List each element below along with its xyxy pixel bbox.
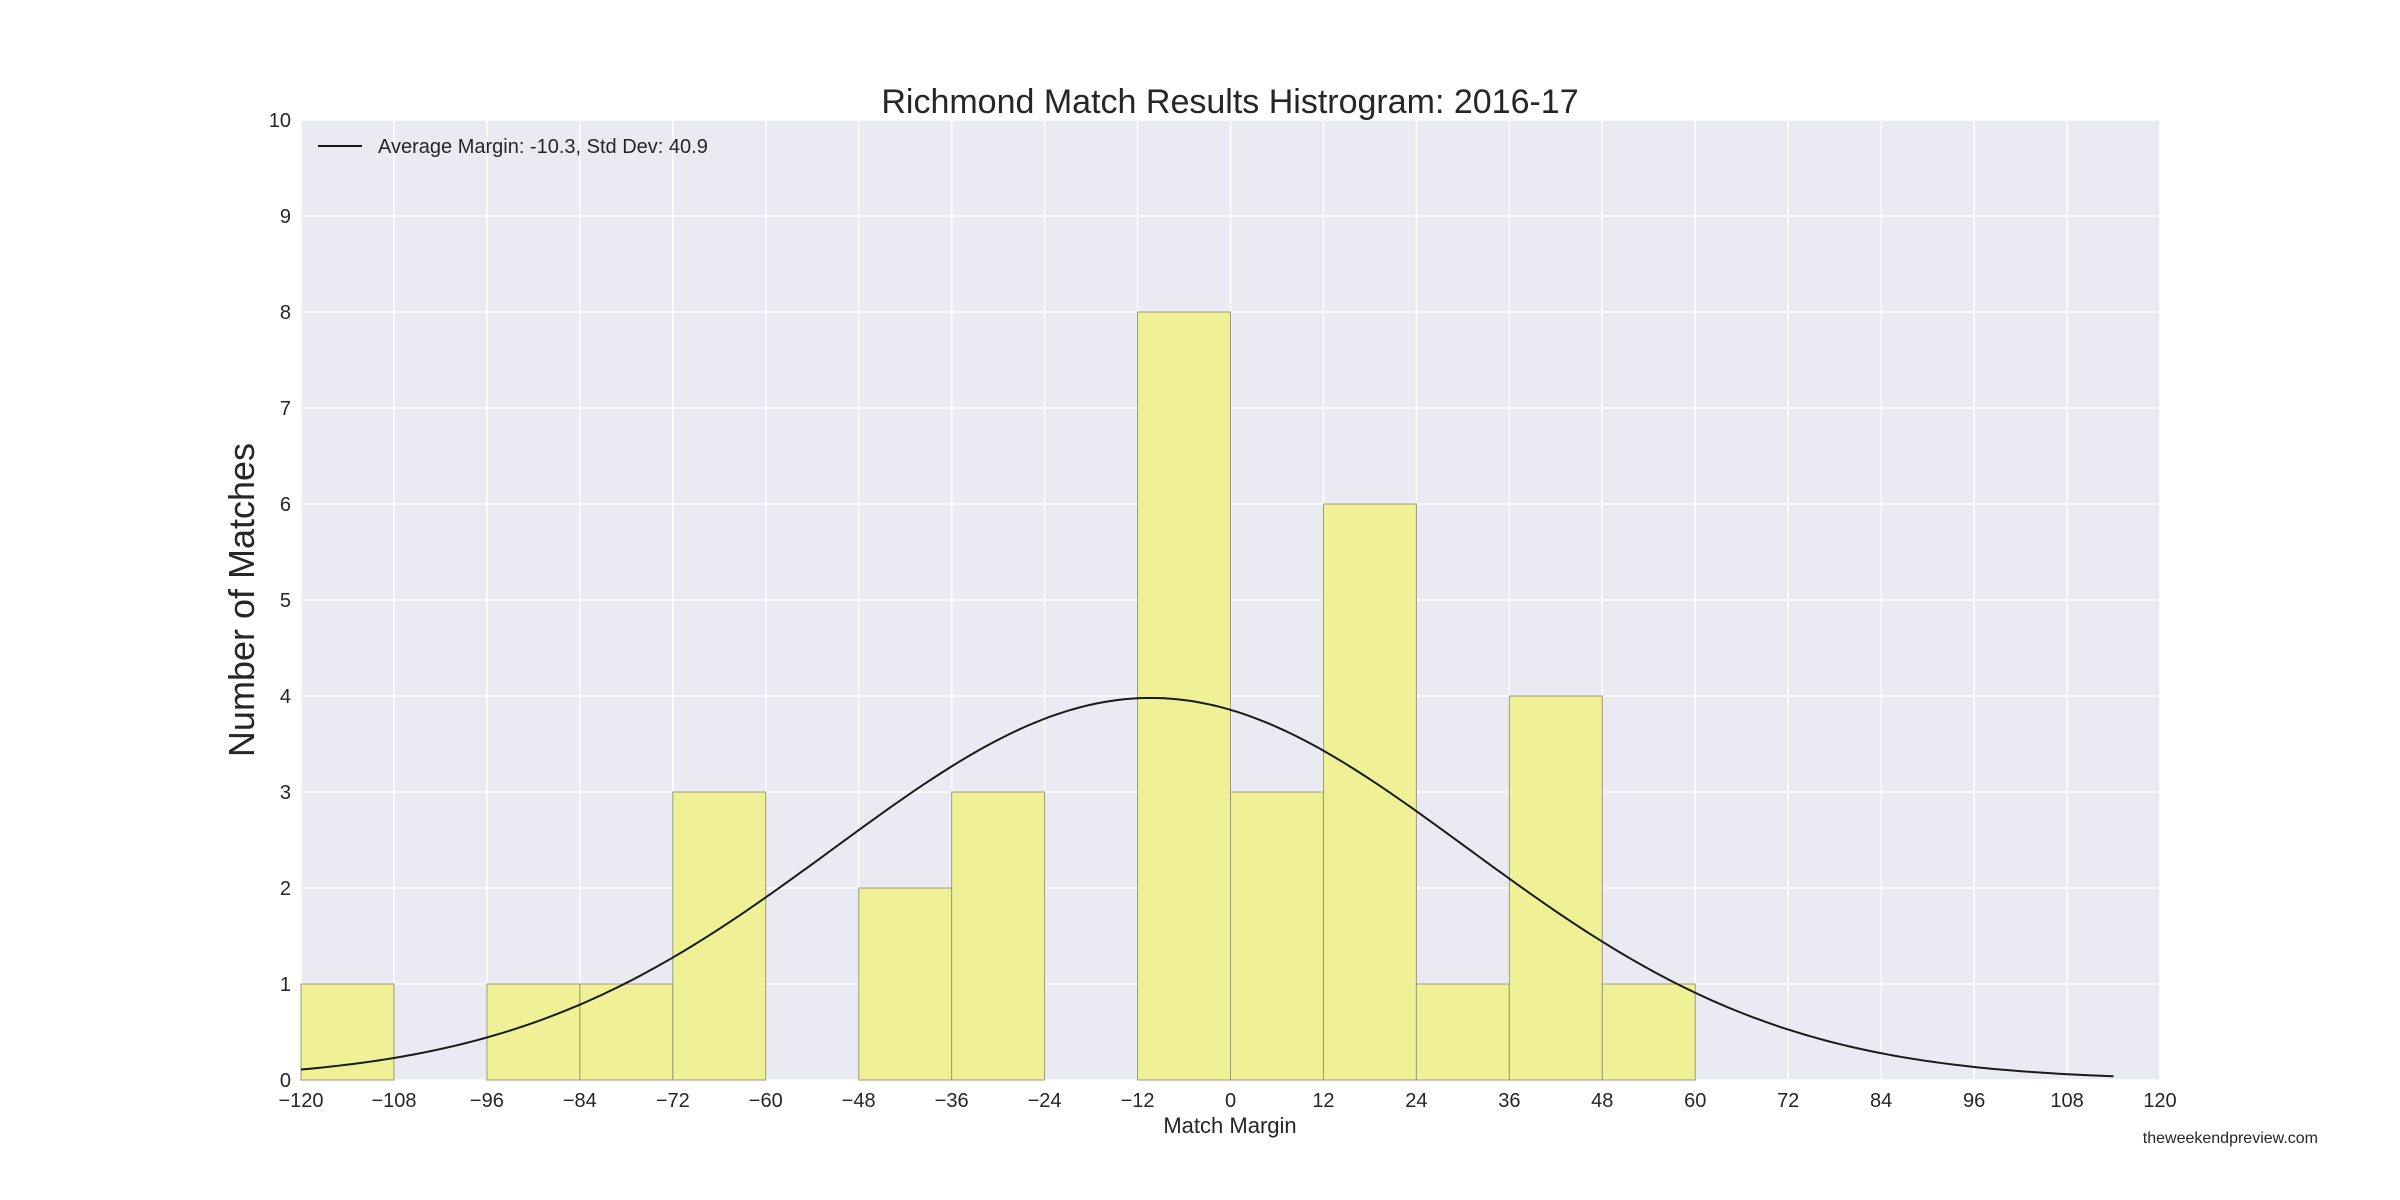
histogram-bar: [579, 983, 674, 1081]
x-tick-label: 108: [2050, 1090, 2083, 1112]
histogram-bar: [1415, 983, 1510, 1081]
x-tick-label: −84: [563, 1090, 597, 1112]
y-tick-label: 10: [269, 110, 291, 132]
x-tick-label: 48: [1591, 1090, 1613, 1112]
y-tick-label: 1: [280, 974, 291, 996]
x-tick-label: 24: [1405, 1090, 1427, 1112]
x-tick-label: −48: [842, 1090, 876, 1112]
legend: Average Margin: -10.3, Std Dev: 40.9: [318, 136, 708, 158]
histogram-bar: [1322, 503, 1417, 1081]
y-tick-label: 7: [280, 398, 291, 420]
normal-fit-curve: [300, 696, 2114, 1078]
x-tick-label: 12: [1312, 1090, 1334, 1112]
x-tick-label: −108: [371, 1090, 416, 1112]
histogram-bar: [951, 791, 1046, 1081]
histogram-bar: [1601, 983, 1696, 1081]
x-tick-label: −36: [935, 1090, 969, 1112]
histogram-bar: [1137, 311, 1232, 1081]
y-tick-label: 5: [280, 590, 291, 612]
chart-title: Richmond Match Results Histrogram: 2016-…: [881, 83, 1578, 121]
x-tick-label: −72: [656, 1090, 690, 1112]
histogram-bar: [1508, 695, 1603, 1081]
x-tick-label: −96: [470, 1090, 504, 1112]
x-tick-label: 84: [1870, 1090, 1892, 1112]
histogram-bar: [672, 791, 767, 1081]
y-tick-label: 9: [280, 206, 291, 228]
y-tick-label: 2: [280, 878, 291, 900]
y-tick-label: 4: [280, 686, 291, 708]
x-axis-label: Match Margin: [1163, 1113, 1296, 1138]
y-tick-label: 6: [280, 494, 291, 516]
histogram-bar: [1230, 791, 1324, 1081]
x-tick-labels: −120 −108 −96 −84 −72 −60 −48 −36 −24 −12 0 12 24 36 4…: [278, 1090, 2176, 1112]
histogram-bar: [858, 887, 953, 1081]
x-tick-label: 60: [1684, 1090, 1706, 1112]
x-tick-label: 0: [1225, 1090, 1236, 1112]
y-tick-label: 3: [280, 782, 291, 804]
histogram-bars: [300, 311, 1696, 1081]
x-tick-label: 120: [2143, 1090, 2176, 1112]
x-tick-label: −60: [749, 1090, 783, 1112]
x-tick-label: −12: [1121, 1090, 1155, 1112]
x-tick-label: 72: [1777, 1090, 1799, 1112]
legend-entry-label: Average Margin: -10.3, Std Dev: 40.9: [378, 136, 708, 158]
y-axis-label: Number of Matches: [221, 443, 262, 757]
histogram-bar: [486, 983, 581, 1081]
y-tick-labels: 0 1 2 3 4 5 6 7 8 9 10: [269, 110, 291, 1092]
x-tick-label: 96: [1963, 1090, 1985, 1112]
source-credit: theweekendpreview.com: [2142, 1130, 2318, 1147]
y-tick-label: 0: [280, 1070, 291, 1092]
y-tick-label: 8: [280, 302, 291, 324]
x-tick-label: −24: [1028, 1090, 1062, 1112]
x-tick-label: −120: [278, 1090, 323, 1112]
x-tick-label: 36: [1498, 1090, 1520, 1112]
